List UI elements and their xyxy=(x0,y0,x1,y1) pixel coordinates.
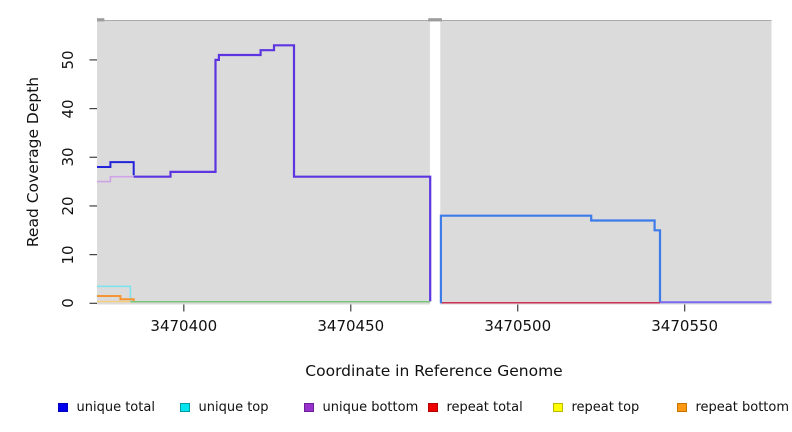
legend-item-repeat-total: repeat total xyxy=(428,400,523,415)
legend-swatch-icon xyxy=(58,402,68,413)
y-tick-label: 10 xyxy=(59,245,77,265)
legend-swatch-icon xyxy=(180,402,190,413)
contig-cap-left xyxy=(97,18,105,22)
legend-label: unique bottom xyxy=(322,400,419,415)
legend-swatch-icon xyxy=(304,402,314,413)
y-tick-label: 20 xyxy=(59,196,77,216)
series-unique-total-right xyxy=(439,214,662,304)
contig-panel-right xyxy=(440,20,772,305)
series-unique-total-bottom-merged-peak xyxy=(133,44,432,302)
legend-item-repeat-top: repeat top xyxy=(553,400,639,415)
legend-swatch-icon xyxy=(428,402,438,413)
x-tick-label: 3470450 xyxy=(317,317,385,335)
legend-item-unique-total: unique total xyxy=(58,400,155,415)
legend-label: repeat bottom xyxy=(695,400,790,415)
series-unique-bottom-left-edge xyxy=(97,175,144,183)
legend-item-unique-top: unique top xyxy=(180,400,269,415)
y-tick-label: 0 xyxy=(59,298,77,309)
contig-panel-left xyxy=(97,20,430,305)
series-unique-total-left-edge xyxy=(97,161,135,176)
series-unique-top-left xyxy=(97,285,132,302)
x-tick-label: 3470550 xyxy=(651,317,719,335)
legend-swatch-icon xyxy=(677,402,687,413)
legend-label: repeat top xyxy=(571,400,640,415)
x-axis-title: Coordinate in Reference Genome xyxy=(305,362,563,380)
y-tick-label: 30 xyxy=(59,147,77,167)
x-tick-label: 3470400 xyxy=(150,317,218,335)
legend-label: repeat total xyxy=(446,400,523,415)
contig-cap-gap xyxy=(428,18,442,22)
legend-label: unique total xyxy=(76,400,155,415)
y-axis-title: Read Coverage Depth xyxy=(24,76,42,248)
legend-swatch-icon xyxy=(553,402,563,413)
y-tick-label: 50 xyxy=(59,50,77,70)
x-tick-label: 3470500 xyxy=(484,317,552,335)
legend-item-repeat-bottom: repeat bottom xyxy=(677,400,789,415)
legend-label: unique top xyxy=(198,400,269,415)
series-repeat-bottom-left xyxy=(97,295,135,302)
legend-item-unique-bottom: unique bottom xyxy=(304,400,418,415)
y-tick-label: 40 xyxy=(59,99,77,119)
